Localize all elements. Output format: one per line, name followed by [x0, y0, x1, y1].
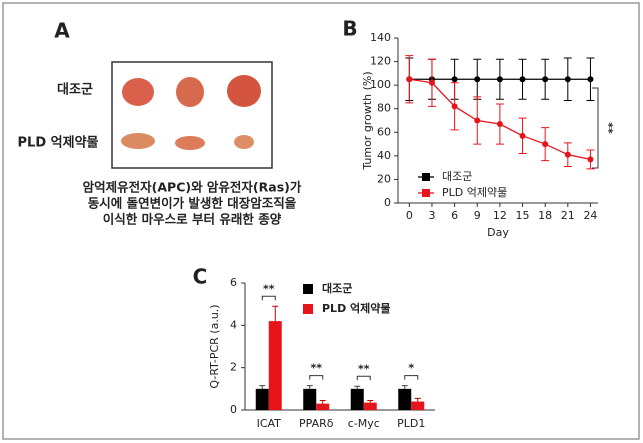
error-bar	[401, 385, 408, 389]
legend-marker	[303, 304, 313, 314]
y-tick-label: 6	[230, 276, 237, 289]
point	[474, 76, 481, 83]
point	[451, 76, 458, 83]
legend-label: PLD 억제약물	[322, 301, 391, 315]
x-tick-label: PLD1	[397, 417, 425, 430]
row-label: 대조군	[57, 83, 93, 98]
significance-label: **	[310, 362, 322, 375]
annotation: **	[602, 122, 615, 134]
legend-marker	[422, 189, 430, 197]
panel-label: C	[193, 265, 208, 289]
y-tick-label: 4	[230, 318, 237, 331]
bar	[398, 388, 412, 410]
bar	[316, 403, 330, 410]
point	[587, 156, 594, 163]
bar	[255, 388, 269, 410]
significance-bracket	[309, 375, 324, 380]
point	[564, 151, 571, 158]
y-tick-label: 140	[370, 31, 391, 44]
error-bar	[272, 305, 279, 322]
significance-label: *	[408, 362, 414, 375]
point	[587, 76, 594, 83]
row-label: PLD 억제약물	[18, 135, 99, 151]
x-tick-label: 18	[538, 209, 552, 222]
error-bar	[367, 399, 374, 403]
legend-marker	[303, 284, 313, 294]
y-tick-label: 60	[377, 125, 391, 138]
legend-label: 대조군	[442, 170, 472, 183]
point	[519, 76, 526, 83]
tumor-photo	[111, 61, 273, 169]
point	[542, 141, 549, 148]
point	[496, 121, 503, 128]
point	[519, 132, 526, 139]
y-tick-label: 20	[377, 172, 391, 185]
legend-label: PLD 억제약물	[442, 185, 507, 199]
bar	[303, 388, 317, 410]
significance-label: **	[358, 362, 370, 375]
x-tick-label: 24	[583, 209, 597, 222]
error-bar	[319, 399, 326, 404]
x-tick-label: 9	[474, 209, 481, 222]
point	[474, 117, 481, 124]
panel-label: B	[342, 17, 357, 41]
caption: 이식한 마우스로 부터 유래한 종양	[103, 212, 282, 227]
error-bar	[259, 385, 266, 389]
point	[428, 79, 435, 86]
x-tick-label: 3	[428, 209, 435, 222]
y-tick-label: 120	[370, 55, 391, 68]
legend-marker	[422, 173, 430, 181]
y-tick-label: 0	[384, 196, 391, 209]
y-tick-label: 0	[230, 403, 237, 416]
point	[496, 76, 503, 83]
significance-bracket	[261, 295, 276, 301]
bar	[363, 402, 377, 410]
error-bar	[354, 385, 361, 389]
y-tick-label: 40	[377, 149, 391, 162]
x-axis-label: Day	[487, 226, 509, 239]
significance-bracket	[356, 375, 371, 381]
x-tick-label: c-Myc	[348, 417, 380, 430]
y-tick-label: 80	[377, 102, 391, 115]
error-bar	[306, 385, 313, 389]
significance-bracket	[404, 375, 419, 380]
point	[406, 76, 413, 83]
point	[451, 103, 458, 110]
legend-label: 대조군	[322, 281, 352, 295]
bar	[268, 321, 282, 410]
point	[564, 76, 571, 83]
y-axis-label: Tumor growth (%)	[361, 71, 374, 170]
x-tick-label: 12	[493, 209, 507, 222]
y-tick-label: 2	[230, 361, 237, 374]
y-tick-label: 100	[370, 78, 391, 91]
significance-label: **	[263, 282, 275, 295]
y-axis-label: Q-RT-PCR (a.u.)	[208, 304, 221, 388]
x-tick-label: PPARδ	[299, 417, 334, 430]
error-bar	[414, 397, 421, 402]
x-tick-label: 6	[451, 209, 458, 222]
point	[542, 76, 549, 83]
panel-label: A	[54, 19, 70, 43]
caption: 동시에 돌연변이가 발생한 대장암조직을	[88, 196, 297, 211]
x-tick-label: ICAT	[257, 417, 282, 430]
bar	[411, 401, 425, 410]
caption: 암억제유전자(APC)와 암유전자(Ras)가	[83, 180, 302, 195]
bar	[350, 388, 364, 410]
x-tick-label: 15	[516, 209, 530, 222]
x-tick-label: 21	[561, 209, 575, 222]
significance-bracket	[592, 87, 599, 169]
x-tick-label: 0	[406, 209, 413, 222]
